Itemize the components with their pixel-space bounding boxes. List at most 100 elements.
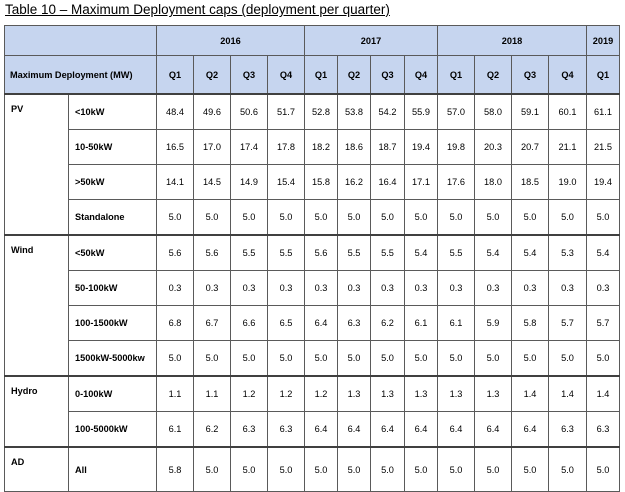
- value-cell: 1.4: [586, 375, 620, 412]
- size-band-cell: >50kW: [68, 164, 157, 200]
- value-cell: 0.3: [474, 270, 512, 306]
- value-cell: 54.2: [370, 93, 405, 130]
- size-band-cell: All: [68, 446, 157, 492]
- quarter-header: Q2: [193, 55, 231, 95]
- value-cell: 1.1: [156, 375, 194, 412]
- deployment-caps-table: 2016 2017 2018 2019 Maximum Deployment (MW)…: [4, 25, 620, 492]
- quarter-header: Q3: [370, 55, 405, 95]
- value-cell: 5.0: [474, 340, 512, 377]
- quarter-header: Q1: [156, 55, 194, 95]
- value-cell: 5.0: [511, 340, 549, 377]
- value-cell: 5.0: [370, 446, 405, 492]
- size-band-cell: 10-50kW: [68, 129, 157, 165]
- value-cell: 1.2: [267, 375, 305, 412]
- value-cell: 53.8: [337, 93, 371, 130]
- value-cell: 19.8: [437, 129, 475, 165]
- value-cell: 1.3: [337, 375, 371, 412]
- size-band-cell: Standalone: [68, 199, 157, 236]
- value-cell: 17.1: [404, 164, 438, 200]
- technology-cell: Hydro: [4, 375, 69, 448]
- size-band-cell: 100-1500kW: [68, 305, 157, 341]
- value-cell: 5.0: [437, 340, 475, 377]
- value-cell: 6.4: [337, 411, 371, 448]
- value-cell: 18.5: [511, 164, 549, 200]
- value-cell: 5.0: [586, 340, 620, 377]
- value-cell: 18.2: [304, 129, 338, 165]
- value-cell: 18.0: [474, 164, 512, 200]
- value-cell: 5.8: [511, 305, 549, 341]
- value-cell: 6.1: [437, 305, 475, 341]
- value-cell: 5.0: [193, 446, 231, 492]
- value-cell: 1.3: [474, 375, 512, 412]
- header-corner: [4, 25, 157, 56]
- value-cell: 60.1: [548, 93, 587, 130]
- value-cell: 1.3: [437, 375, 475, 412]
- value-cell: 5.0: [474, 446, 512, 492]
- value-cell: 0.3: [548, 270, 587, 306]
- value-cell: 17.4: [230, 129, 268, 165]
- value-cell: 1.1: [193, 375, 231, 412]
- size-band-cell: <50kW: [68, 234, 157, 271]
- value-cell: 5.0: [267, 340, 305, 377]
- value-cell: 6.4: [474, 411, 512, 448]
- value-cell: 19.4: [404, 129, 438, 165]
- value-cell: 0.3: [511, 270, 549, 306]
- value-cell: 5.7: [586, 305, 620, 341]
- value-cell: 5.0: [511, 446, 549, 492]
- table-row: Standalone 5.0 5.0 5.0 5.0 5.0 5.0 5.0 5.0 5.0 5.0…: [5, 199, 620, 236]
- value-cell: 5.0: [304, 446, 338, 492]
- value-cell: 14.1: [156, 164, 194, 200]
- value-cell: 6.3: [230, 411, 268, 448]
- value-cell: 57.0: [437, 93, 475, 130]
- value-cell: 16.4: [370, 164, 405, 200]
- technology-cell: PV: [4, 93, 69, 236]
- value-cell: 6.1: [404, 305, 438, 341]
- value-cell: 5.0: [193, 340, 231, 377]
- value-cell: 5.5: [337, 234, 371, 271]
- table-row: >50kW 14.1 14.5 14.9 15.4 15.8 16.2 16.4 17.1 17.…: [5, 164, 620, 200]
- value-cell: 5.0: [337, 446, 371, 492]
- value-cell: 5.0: [511, 199, 549, 236]
- value-cell: 0.3: [193, 270, 231, 306]
- value-cell: 5.5: [437, 234, 475, 271]
- value-cell: 5.0: [586, 199, 620, 236]
- value-cell: 0.3: [437, 270, 475, 306]
- quarter-header: Q3: [230, 55, 268, 95]
- value-cell: 18.6: [337, 129, 371, 165]
- value-cell: 5.8: [156, 446, 194, 492]
- value-cell: 50.6: [230, 93, 268, 130]
- value-cell: 1.2: [304, 375, 338, 412]
- value-cell: 5.3: [548, 234, 587, 271]
- value-cell: 5.7: [548, 305, 587, 341]
- year-header: 2019: [586, 25, 620, 56]
- value-cell: 48.4: [156, 93, 194, 130]
- value-cell: 17.0: [193, 129, 231, 165]
- quarter-header: Q2: [337, 55, 371, 95]
- value-cell: 5.0: [404, 340, 438, 377]
- value-cell: 5.5: [370, 234, 405, 271]
- technology-cell: Wind: [4, 234, 69, 377]
- value-cell: 6.3: [548, 411, 587, 448]
- value-cell: 5.0: [230, 199, 268, 236]
- value-cell: 6.6: [230, 305, 268, 341]
- value-cell: 5.4: [511, 234, 549, 271]
- value-cell: 0.3: [267, 270, 305, 306]
- value-cell: 0.3: [370, 270, 405, 306]
- value-cell: 0.3: [337, 270, 371, 306]
- value-cell: 5.0: [337, 340, 371, 377]
- value-cell: 1.3: [404, 375, 438, 412]
- value-cell: 6.4: [304, 305, 338, 341]
- table-row: 50-100kW 0.3 0.3 0.3 0.3 0.3 0.3 0.3 0.3 0.3 0.3 0.…: [5, 270, 620, 306]
- value-cell: 1.4: [548, 375, 587, 412]
- table-caption: Table 10 – Maximum Deployment caps (depl…: [5, 2, 390, 17]
- year-header: 2017: [304, 25, 438, 56]
- table-title-cell: Maximum Deployment (MW): [4, 55, 157, 95]
- table-row: 10-50kW 16.5 17.0 17.4 17.8 18.2 18.6 18.7 19.4 1…: [5, 129, 620, 165]
- value-cell: 19.4: [586, 164, 620, 200]
- value-cell: 5.4: [474, 234, 512, 271]
- value-cell: 14.9: [230, 164, 268, 200]
- value-cell: 51.7: [267, 93, 305, 130]
- table-row: Wind <50kW 5.6 5.6 5.5 5.5 5.6 5.5 5.5 5.4 5.5 5.4 5…: [4, 234, 620, 377]
- value-cell: 6.4: [511, 411, 549, 448]
- size-band-cell: 1500kW-5000kw: [68, 340, 157, 377]
